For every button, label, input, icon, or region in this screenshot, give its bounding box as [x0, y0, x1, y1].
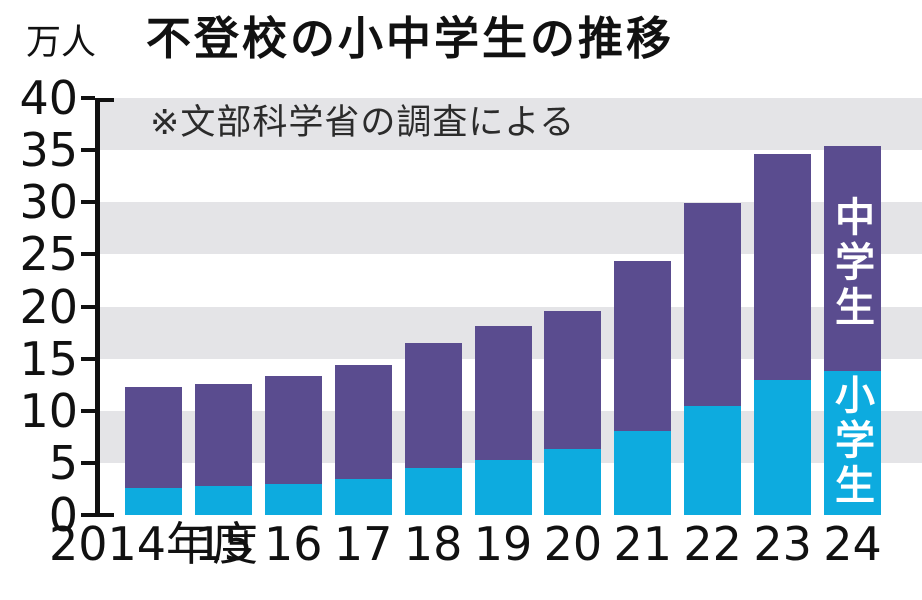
- y-tick-label: 5: [48, 435, 78, 490]
- y-axis-unit-label: 万人: [26, 23, 97, 63]
- y-tick: [81, 252, 95, 257]
- y-tick: [81, 148, 95, 153]
- bar-segment-junior-high: [474, 326, 532, 460]
- y-tick: [81, 460, 95, 465]
- x-axis-label: 17: [333, 517, 393, 571]
- bar-segment-elementary: [544, 449, 602, 515]
- bar-segment-elementary: [404, 468, 462, 515]
- x-axis-label: 20: [543, 517, 603, 571]
- bar-segment-junior-high: [544, 310, 602, 450]
- y-tick-label: 30: [19, 175, 78, 230]
- y-tick: [81, 513, 95, 517]
- legend-label-junior-high: 中学生: [828, 196, 874, 331]
- bar-segment-junior-high: [125, 386, 182, 488]
- y-tick-label: 25: [19, 227, 78, 282]
- x-axis-label: 21: [613, 517, 673, 571]
- bar-segment-elementary: [614, 430, 672, 515]
- bar-segment-elementary: [194, 485, 252, 515]
- bar-segment-elementary: [264, 483, 322, 515]
- bar-segment-junior-high: [264, 376, 322, 484]
- bar-segment-elementary: [474, 459, 532, 515]
- x-axis-label: 22: [683, 517, 742, 571]
- y-axis-bracket-corner: [95, 513, 114, 517]
- y-tick-label: 40: [19, 71, 78, 125]
- x-axis-label: 15: [194, 517, 253, 571]
- y-tick: [81, 200, 95, 205]
- x-axis-label: 2014年度: [48, 517, 259, 571]
- bar-segment-junior-high: [334, 364, 392, 479]
- bar-segment-junior-high: [194, 383, 252, 486]
- x-axis-label: 23: [753, 517, 812, 571]
- x-axis-label: 16: [264, 517, 323, 571]
- x-axis-label: 18: [403, 517, 463, 571]
- chart-title: 不登校の小中学生の推移: [146, 12, 675, 65]
- bar-segment-junior-high: [614, 260, 672, 431]
- bar-segment-elementary: [684, 405, 742, 515]
- bar-segment-junior-high: [684, 203, 742, 406]
- bar-segment-elementary: [754, 379, 812, 515]
- x-axis-label: 19: [473, 517, 533, 571]
- bar-segment-junior-high: [404, 343, 462, 469]
- source-note: ※文部科学省の調査による: [150, 103, 576, 143]
- y-tick: [81, 96, 95, 100]
- legend-label-elementary: 小学生: [828, 374, 874, 509]
- bar-segment-elementary: [125, 487, 182, 515]
- x-axis-label: 24: [823, 517, 882, 571]
- bar-segment-junior-high: [754, 154, 812, 380]
- y-tick-label: 15: [19, 331, 78, 386]
- bar-segment-elementary: [334, 478, 392, 515]
- y-tick-label: 10: [19, 383, 78, 438]
- y-tick: [81, 408, 95, 413]
- y-tick: [81, 356, 95, 361]
- y-axis-line: [95, 98, 100, 517]
- bar-segment-junior-high: [824, 145, 881, 372]
- bar-segment-elementary: [824, 371, 881, 515]
- y-tick: [81, 304, 95, 309]
- grid-stripe: [95, 98, 922, 151]
- y-tick-label: 20: [19, 279, 78, 334]
- y-axis-bracket-corner: [95, 98, 114, 102]
- plot-area: ※文部科学省の調査による 中学生 小学生: [95, 98, 922, 515]
- y-tick-label: 0: [48, 488, 78, 542]
- y-tick-label: 35: [19, 123, 78, 178]
